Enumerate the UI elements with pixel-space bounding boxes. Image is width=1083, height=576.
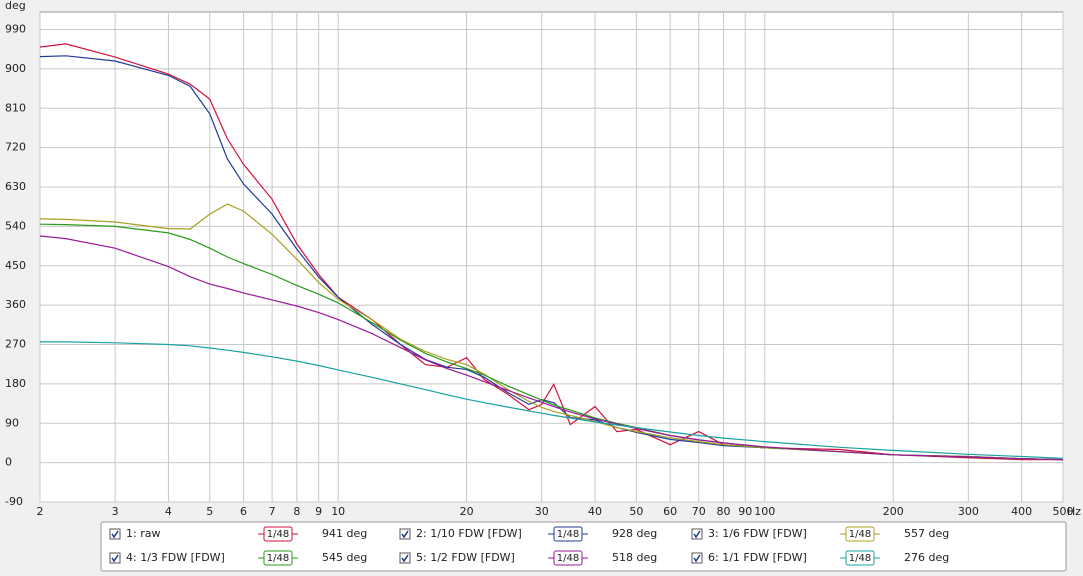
legend-check (111, 554, 119, 563)
legend-label: 6: 1/1 FDW [FDW] (708, 551, 807, 564)
x-tick-label: 6 (240, 505, 247, 518)
y-tick-label: 900 (5, 62, 26, 75)
x-tick-label: 2 (37, 505, 44, 518)
y-unit: deg (5, 0, 26, 12)
legend-icon-label: 1/48 (557, 529, 579, 540)
x-tick-label: 30 (535, 505, 549, 518)
y-tick-label: 450 (5, 259, 26, 272)
series-line (40, 203, 1063, 461)
x-tick-label: 50 (629, 505, 643, 518)
series-line (40, 341, 1063, 459)
y-tick-label: 270 (5, 338, 26, 351)
x-tick-label: 60 (663, 505, 677, 518)
legend-label: 2: 1/10 FDW [FDW] (416, 527, 522, 540)
legend-checkbox (109, 552, 121, 564)
legend-check (111, 530, 119, 539)
x-tick-label: 5 (206, 505, 213, 518)
legend-readout: 276 deg (904, 551, 949, 564)
legend-icon-label: 1/48 (267, 553, 289, 564)
x-tick-label: 4 (165, 505, 172, 518)
y-tick-label: 90 (5, 416, 19, 429)
legend-readout: 941 deg (322, 527, 367, 540)
legend-checkbox (691, 552, 703, 564)
y-tick-label: 0 (5, 456, 12, 469)
legend-check (401, 530, 409, 539)
x-tick-label: 3 (112, 505, 119, 518)
legend-check (693, 530, 701, 539)
x-tick-label: 20 (460, 505, 474, 518)
legend-readout: 518 deg (612, 551, 657, 564)
legend-icon-label: 1/48 (557, 553, 579, 564)
y-tick-label: 360 (5, 298, 26, 311)
plot-area (39, 11, 1064, 503)
series-line (40, 235, 1063, 461)
legend-readout: 545 deg (322, 551, 367, 564)
x-tick-label: 9 (315, 505, 322, 518)
legend-checkbox (109, 528, 121, 540)
y-tick-label: 540 (5, 219, 26, 232)
x-tick-label: 400 (1011, 505, 1032, 518)
legend-icon-label: 1/48 (267, 529, 289, 540)
y-tick-label: 720 (5, 141, 26, 154)
legend-label: 3: 1/6 FDW [FDW] (708, 527, 807, 540)
x-tick-label: 10 (331, 505, 345, 518)
x-tick-label: 80 (716, 505, 730, 518)
legend-checkbox (399, 552, 411, 564)
legend-check (401, 554, 409, 563)
x-tick-label: 8 (293, 505, 300, 518)
x-tick-label: 100 (754, 505, 775, 518)
x-tick-label: 70 (692, 505, 706, 518)
x-tick-label: 200 (883, 505, 904, 518)
y-tick-label: 630 (5, 180, 26, 193)
legend-icon-label: 1/48 (849, 529, 871, 540)
y-tick-label: 810 (5, 101, 26, 114)
legend-checkbox (691, 528, 703, 540)
legend-label: 4: 1/3 FDW [FDW] (126, 551, 225, 564)
x-tick-label: 7 (269, 505, 276, 518)
x-tick-label: 40 (588, 505, 602, 518)
x-tick-label: 500 (1053, 505, 1074, 518)
legend (100, 521, 1067, 572)
y-tick-label: -90 (5, 495, 23, 508)
legend-check (693, 554, 701, 563)
y-tick-label: 990 (5, 23, 26, 36)
legend-checkbox (399, 528, 411, 540)
x-tick-label: 90 (738, 505, 752, 518)
legend-readout: 557 deg (904, 527, 949, 540)
y-tick-label: 180 (5, 377, 26, 390)
x-tick-label: 300 (958, 505, 979, 518)
x-unit: Hz (1067, 505, 1081, 518)
legend-icon-label: 1/48 (849, 553, 871, 564)
legend-readout: 928 deg (612, 527, 657, 540)
legend-label: 1: raw (126, 527, 160, 540)
legend-label: 5: 1/2 FDW [FDW] (416, 551, 515, 564)
